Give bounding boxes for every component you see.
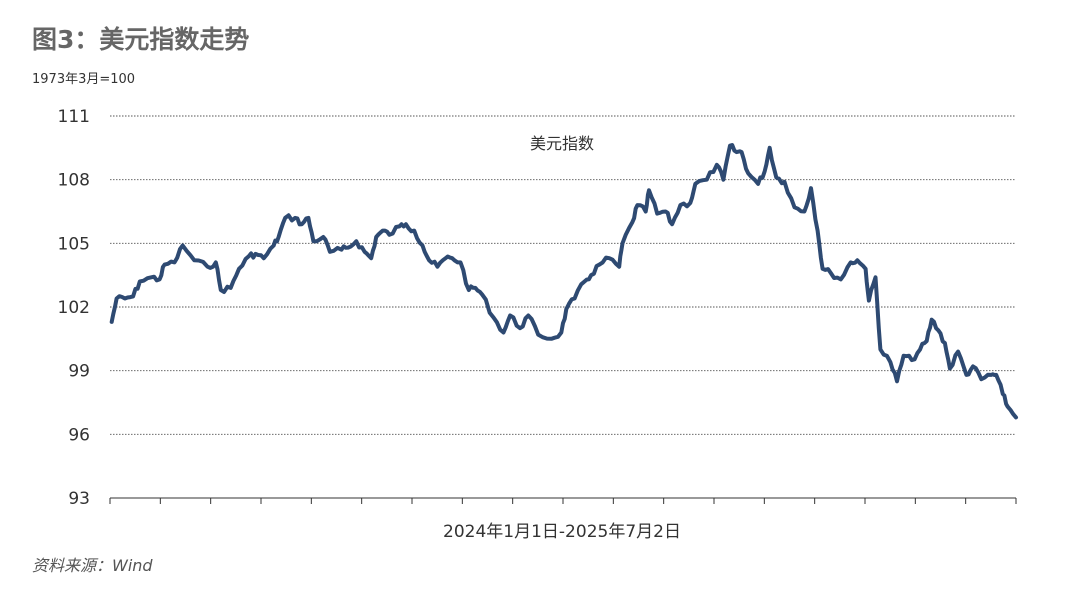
source-note: 资料来源：Wind	[32, 556, 153, 575]
x-axis	[109, 497, 1017, 504]
y-tick-label: 96	[68, 425, 90, 445]
series-label: 美元指数	[530, 134, 594, 153]
base-period-note: 1973年3月=100	[32, 72, 136, 87]
gridlines	[110, 115, 1016, 435]
y-axis-ticks: 93 96 99 102 105 108 111	[58, 107, 90, 509]
figure-title: 图3：美元指数走势	[32, 25, 250, 54]
series-line	[109, 143, 1018, 420]
y-tick-label: 93	[68, 489, 90, 509]
y-tick-label: 108	[58, 171, 90, 191]
y-tick-label: 111	[58, 107, 90, 127]
x-axis-label: 2024年1月1日-2025年7月2日	[443, 522, 681, 542]
y-tick-label: 102	[58, 298, 90, 318]
series-layer	[109, 143, 1018, 420]
y-tick-label: 99	[68, 362, 90, 382]
y-tick-label: 105	[58, 234, 90, 254]
